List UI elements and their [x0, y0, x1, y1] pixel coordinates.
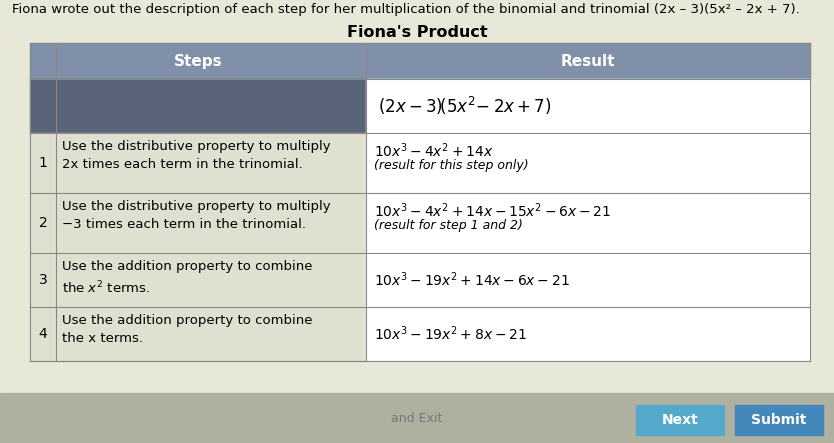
- Text: Result: Result: [560, 54, 615, 69]
- Bar: [56, 43, 366, 79]
- Bar: [636, 405, 724, 435]
- Text: Use the addition property to combine
the $x^2$ terms.: Use the addition property to combine the…: [62, 260, 313, 296]
- Bar: [56, 253, 366, 307]
- Text: $10x^3-19x^2+8x-21$: $10x^3-19x^2+8x-21$: [374, 325, 527, 343]
- Text: and Exit: and Exit: [391, 412, 443, 424]
- Bar: [30, 133, 56, 193]
- Bar: [56, 307, 366, 361]
- Bar: [30, 253, 56, 307]
- Bar: [56, 193, 366, 253]
- Text: Next: Next: [661, 413, 698, 427]
- Bar: [30, 193, 56, 253]
- Text: $(2x-3)\!\left(5x^2\!-2x+7\right)$: $(2x-3)\!\left(5x^2\!-2x+7\right)$: [378, 95, 551, 117]
- Bar: [0, 0, 834, 393]
- Text: 2: 2: [38, 216, 48, 230]
- Bar: [30, 43, 56, 79]
- Text: 4: 4: [38, 327, 48, 341]
- Text: Submit: Submit: [751, 413, 806, 427]
- Text: Fiona's Product: Fiona's Product: [347, 25, 487, 40]
- Bar: [735, 405, 823, 435]
- Text: $10x^3-4x^2+14x$: $10x^3-4x^2+14x$: [374, 141, 494, 159]
- Bar: [30, 79, 56, 133]
- Bar: [56, 79, 366, 133]
- Text: 1: 1: [38, 156, 48, 170]
- Bar: [366, 193, 810, 253]
- Text: Fiona wrote out the description of each step for her multiplication of the binom: Fiona wrote out the description of each …: [12, 3, 800, 16]
- Text: $10x^3-4x^2+14x-15x^2-6x-21$: $10x^3-4x^2+14x-15x^2-6x-21$: [374, 201, 611, 220]
- Bar: [0, 393, 834, 443]
- Bar: [366, 43, 810, 79]
- Bar: [366, 133, 810, 193]
- Text: (result for step 1 and 2): (result for step 1 and 2): [374, 219, 523, 232]
- Text: 3: 3: [38, 273, 48, 287]
- Bar: [366, 253, 810, 307]
- Text: (result for this step only): (result for this step only): [374, 159, 529, 172]
- Text: Use the addition property to combine
the x terms.: Use the addition property to combine the…: [62, 314, 313, 345]
- Bar: [366, 79, 810, 133]
- Text: Steps: Steps: [173, 54, 223, 69]
- Bar: [56, 133, 366, 193]
- Text: Use the distributive property to multiply
2x times each term in the trinomial.: Use the distributive property to multipl…: [62, 140, 330, 171]
- Bar: [30, 307, 56, 361]
- Text: $10x^3-19x^2+14x-6x-21$: $10x^3-19x^2+14x-6x-21$: [374, 271, 570, 289]
- Text: Use the distributive property to multiply
−3 times each term in the trinomial.: Use the distributive property to multipl…: [62, 200, 330, 231]
- Bar: [366, 307, 810, 361]
